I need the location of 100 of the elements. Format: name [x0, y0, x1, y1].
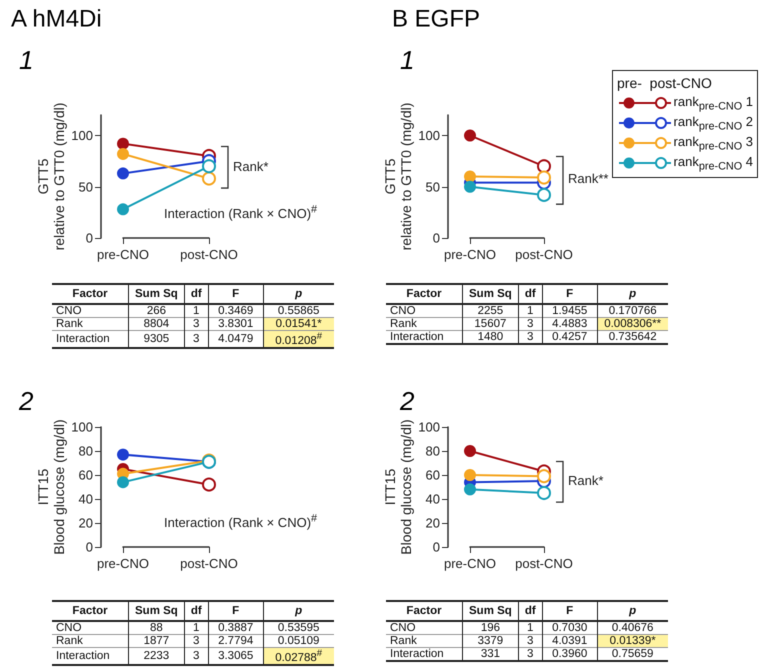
text: 0.40676 — [612, 622, 654, 634]
point — [464, 170, 476, 182]
text: 1480 — [478, 331, 504, 343]
text: 0.55865 — [278, 305, 320, 317]
y-tick-label: 40 — [78, 492, 93, 506]
y-tick-label: 50 — [426, 179, 440, 194]
chart-title: B EGFP — [392, 6, 480, 32]
category-label: F — [566, 288, 574, 300]
text: Interaction — [390, 331, 444, 343]
category-label: F — [232, 605, 240, 617]
point — [117, 167, 129, 180]
text: 1 — [527, 305, 534, 317]
category-label: p — [629, 288, 636, 300]
legend-label: rank$_{pre-CNO}$ 3 — [674, 134, 753, 152]
y-tick-label: 100 — [71, 420, 93, 434]
category-label: F — [232, 288, 240, 300]
text: 0.170766 — [608, 305, 657, 317]
text: 0.008306** — [604, 318, 662, 330]
category-label: Factor — [72, 288, 108, 300]
point — [464, 445, 476, 457]
text: CNO — [56, 305, 82, 317]
y-tick-label: 60 — [426, 468, 440, 482]
category-label: df — [190, 605, 202, 617]
y-tick-label: 0 — [86, 540, 93, 554]
text: Rank — [56, 318, 83, 330]
point — [464, 483, 476, 496]
x-tick-label: post-CNO — [515, 247, 573, 262]
chart-title: A hM4Di — [11, 6, 102, 32]
text: 0.75659 — [612, 648, 654, 660]
text: Rank — [390, 318, 417, 330]
point — [117, 203, 129, 216]
category-label: df — [524, 288, 536, 300]
annotation: Rank* — [568, 473, 604, 488]
text: 3379 — [478, 635, 504, 647]
text: 0.53595 — [278, 622, 320, 634]
y-tick-label: 0 — [432, 230, 440, 246]
text: Rank — [56, 635, 83, 647]
y-tick-label: 50 — [78, 179, 93, 194]
text: 88 — [150, 622, 163, 634]
legend-label: rank$_{pre-CNO}$ 4 — [674, 154, 753, 172]
text: 3 — [527, 635, 534, 647]
text: 3.3065 — [218, 650, 254, 662]
text: 3 — [193, 332, 200, 345]
text: 0.3960 — [552, 648, 588, 660]
text: 1.9455 — [552, 305, 588, 317]
category-label: p — [295, 288, 302, 300]
text: CNO — [56, 622, 82, 634]
x-tick-label: post-CNO — [180, 556, 238, 571]
category-label: Factor — [406, 288, 442, 300]
text: 4.0479 — [218, 332, 254, 345]
category-label: Sum Sq — [135, 605, 178, 617]
text: CNO — [390, 305, 416, 317]
y-axis-title: ITT15 Blood glucose (mg/dl) — [35, 419, 67, 555]
text: 1 — [193, 622, 200, 634]
chart-subtitle: 2 — [399, 386, 415, 416]
x-tick-label: pre-CNO — [444, 556, 496, 571]
point — [117, 148, 129, 160]
text: Interaction — [390, 648, 444, 660]
text: 0.01339* — [610, 635, 656, 647]
category-label: F — [566, 605, 574, 617]
text: Rank — [390, 635, 417, 647]
point — [117, 476, 129, 488]
legend-title: pre- post-CNO — [617, 75, 712, 91]
y-axis-title: GTT5 relative to GTT0 (mg/dl) — [35, 102, 67, 250]
category-label: Sum Sq — [135, 288, 178, 300]
text: 0.3887 — [218, 622, 254, 634]
y-tick-label: 0 — [432, 540, 440, 554]
text: 15607 — [474, 318, 506, 330]
text: 3 — [193, 650, 200, 662]
category-label: Factor — [406, 605, 442, 617]
x-tick-label: pre-CNO — [96, 247, 150, 262]
text: 0.735642 — [608, 331, 657, 343]
y-axis-title: GTT5 relative to GTT0 (mg/dl) — [382, 102, 414, 250]
text: 8804 — [144, 318, 170, 330]
y-tick-label: 40 — [426, 492, 440, 506]
text: 0.3469 — [218, 305, 254, 317]
point — [464, 469, 476, 481]
y-tick-label: 80 — [78, 444, 93, 458]
text: 3 — [527, 331, 534, 343]
point — [464, 130, 476, 142]
legend-label: rank$_{pre-CNO}$ 2 — [674, 114, 753, 132]
y-tick-label: 20 — [78, 516, 93, 530]
text: 0.4257 — [552, 331, 588, 343]
text: 9305 — [144, 332, 170, 345]
chart-subtitle: 2 — [18, 386, 34, 416]
text: 331 — [480, 648, 500, 660]
category-label: Sum Sq — [469, 605, 512, 617]
point — [117, 138, 129, 150]
y-axis-title: ITT15 Blood glucose (mg/dl) — [382, 419, 414, 555]
category-label: df — [524, 605, 536, 617]
text: 2.7794 — [218, 635, 254, 647]
text: 4.0391 — [552, 635, 588, 647]
y-tick-label: 100 — [418, 420, 440, 434]
x-tick-label: post-CNO — [180, 247, 238, 262]
x-tick-label: pre-CNO — [444, 247, 496, 262]
text: 1 — [193, 305, 200, 317]
text: 0.05109 — [278, 635, 320, 647]
text: 4.4883 — [552, 318, 588, 330]
y-tick-label: 100 — [418, 128, 440, 143]
y-tick-label: 100 — [71, 128, 93, 143]
